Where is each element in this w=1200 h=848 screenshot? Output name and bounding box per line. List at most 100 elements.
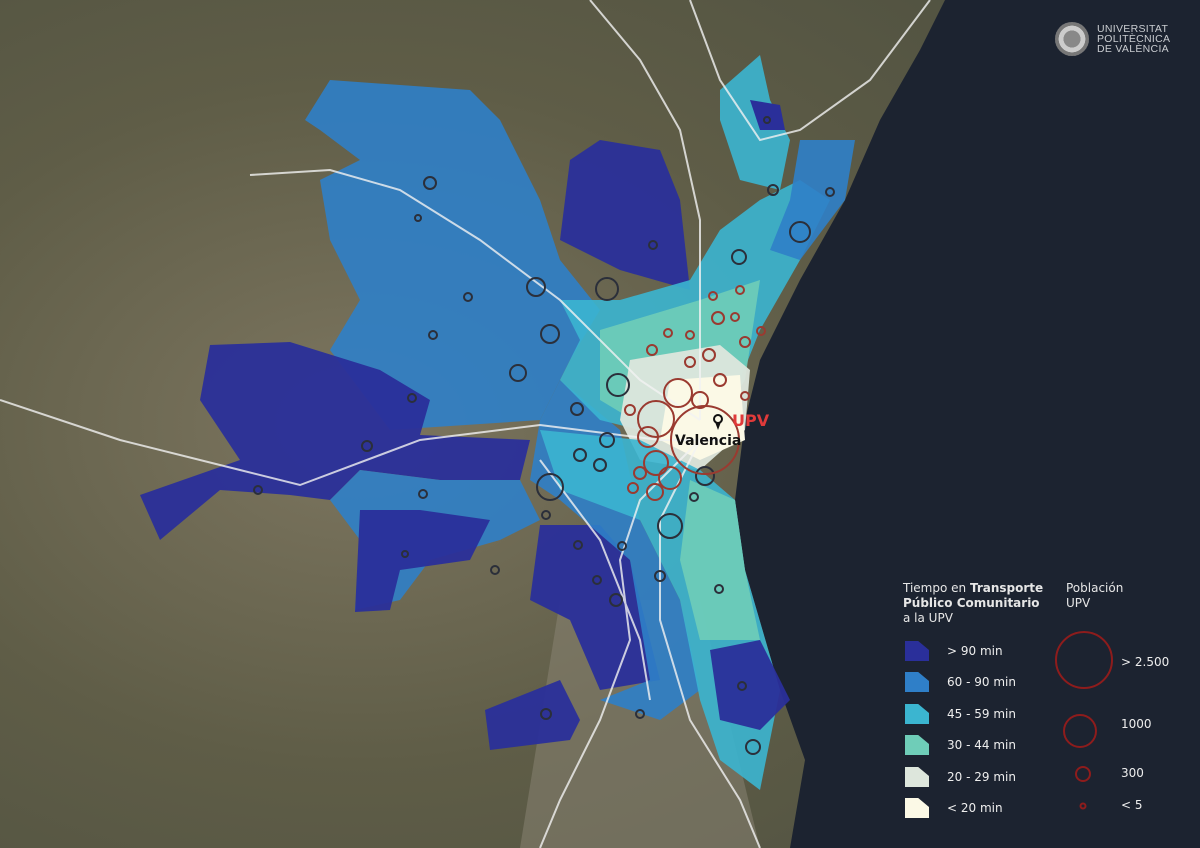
zone-45-59	[720, 55, 790, 190]
zone-90	[355, 510, 490, 612]
population-circle	[609, 593, 623, 607]
travel-time-legend-title: Tiempo en Transporte Público Comunitario…	[903, 581, 1063, 626]
upv-seal-icon	[1055, 22, 1089, 56]
population-circle	[663, 328, 673, 338]
legend-item: > 90 min	[905, 641, 1003, 661]
legend-item: 30 - 44 min	[905, 735, 1016, 755]
population-circle	[407, 393, 417, 403]
population-circle	[763, 116, 771, 124]
population-circle	[624, 404, 636, 416]
legend-label: < 20 min	[947, 801, 1003, 815]
population-circle	[740, 391, 750, 401]
legend-swatch	[905, 798, 929, 818]
population-circle	[418, 489, 428, 499]
upv-label: UPV	[732, 411, 770, 430]
population-circle	[646, 483, 664, 501]
population-legend-label: 300	[1121, 766, 1144, 780]
population-circle	[592, 575, 602, 585]
legend-title-prefix: Tiempo en	[903, 581, 970, 595]
population-circle	[691, 391, 709, 409]
legend-item: 45 - 59 min	[905, 704, 1016, 724]
population-circle	[617, 541, 627, 551]
logo-line: POLITÈCNICA	[1097, 33, 1171, 45]
zone-90	[750, 100, 785, 130]
legend-swatch	[905, 735, 929, 755]
population-circle	[635, 709, 645, 719]
legend-label: 45 - 59 min	[947, 707, 1016, 721]
population-circle	[654, 570, 666, 582]
population-circle	[756, 326, 766, 336]
population-circle	[646, 344, 658, 356]
zone-90	[560, 140, 690, 290]
population-circle	[414, 214, 422, 222]
population-circle	[509, 364, 527, 382]
legend-label: > 90 min	[947, 644, 1003, 658]
population-circle	[730, 312, 740, 322]
zone-30-44	[680, 480, 760, 640]
legend-item: < 20 min	[905, 798, 1003, 818]
population-circle	[648, 240, 658, 250]
city-label-valencia: Valencia	[675, 433, 742, 449]
upv-pin-icon	[713, 414, 723, 430]
population-circle	[695, 466, 715, 486]
zone-90	[710, 640, 790, 730]
legend-title-bold: Transporte Público Comunitario	[903, 581, 1044, 610]
legend-swatch	[905, 641, 929, 661]
population-circle	[657, 513, 683, 539]
population-circle	[401, 550, 409, 558]
population-circle	[526, 277, 546, 297]
population-circle	[599, 432, 615, 448]
population-legend-label: > 2.500	[1121, 655, 1170, 669]
logo-text: UNIVERSITAT POLITÈCNICA DE VALÈNCIA	[1097, 23, 1171, 55]
legend-swatch	[905, 767, 929, 787]
legend-swatch	[905, 672, 929, 692]
logo-line: UNIVERSITAT	[1097, 23, 1169, 35]
upv-logo: UNIVERSITAT POLITÈCNICA DE VALÈNCIA	[1055, 22, 1170, 56]
zone-lt20	[660, 375, 745, 460]
population-circle	[739, 336, 751, 348]
population-circle	[570, 402, 584, 416]
population-circle	[708, 291, 718, 301]
population-circle	[253, 485, 263, 495]
population-legend-label: 1000	[1121, 717, 1152, 731]
population-circle	[627, 482, 639, 494]
population-circle	[573, 448, 587, 462]
population-circle	[540, 708, 552, 720]
population-circle	[767, 184, 779, 196]
population-circle	[735, 285, 745, 295]
population-circle	[658, 466, 682, 490]
population-circle	[541, 510, 551, 520]
population-circle	[685, 330, 695, 340]
population-circle	[714, 584, 724, 594]
logo-line: DE VALÈNCIA	[1097, 43, 1169, 55]
zone-60-90	[770, 140, 855, 260]
zone-90	[140, 342, 530, 540]
population-circle	[361, 440, 373, 452]
population-circle	[702, 348, 716, 362]
population-circle	[789, 221, 811, 243]
population-circle	[633, 466, 647, 480]
population-circle	[643, 450, 669, 476]
population-circle	[606, 373, 630, 397]
travel-time-zones	[140, 55, 855, 790]
population-circle	[428, 330, 438, 340]
population-circle	[689, 492, 699, 502]
population-circle	[663, 378, 693, 408]
population-circle	[684, 356, 696, 368]
population-circle	[540, 324, 560, 344]
legend-item: 60 - 90 min	[905, 672, 1016, 692]
population-circle	[595, 277, 619, 301]
population-circle	[711, 311, 725, 325]
population-circle	[463, 292, 473, 302]
population-circle	[637, 426, 659, 448]
population-circles	[253, 116, 835, 755]
legend-item: 20 - 29 min	[905, 767, 1016, 787]
road-network	[0, 0, 931, 848]
legend-title-suffix: a la UPV	[903, 611, 953, 625]
population-circle	[637, 400, 675, 438]
population-circle	[731, 249, 747, 265]
legend-label: 60 - 90 min	[947, 675, 1016, 689]
population-legend-title: Población UPV	[1066, 581, 1124, 610]
population-circle	[423, 176, 437, 190]
